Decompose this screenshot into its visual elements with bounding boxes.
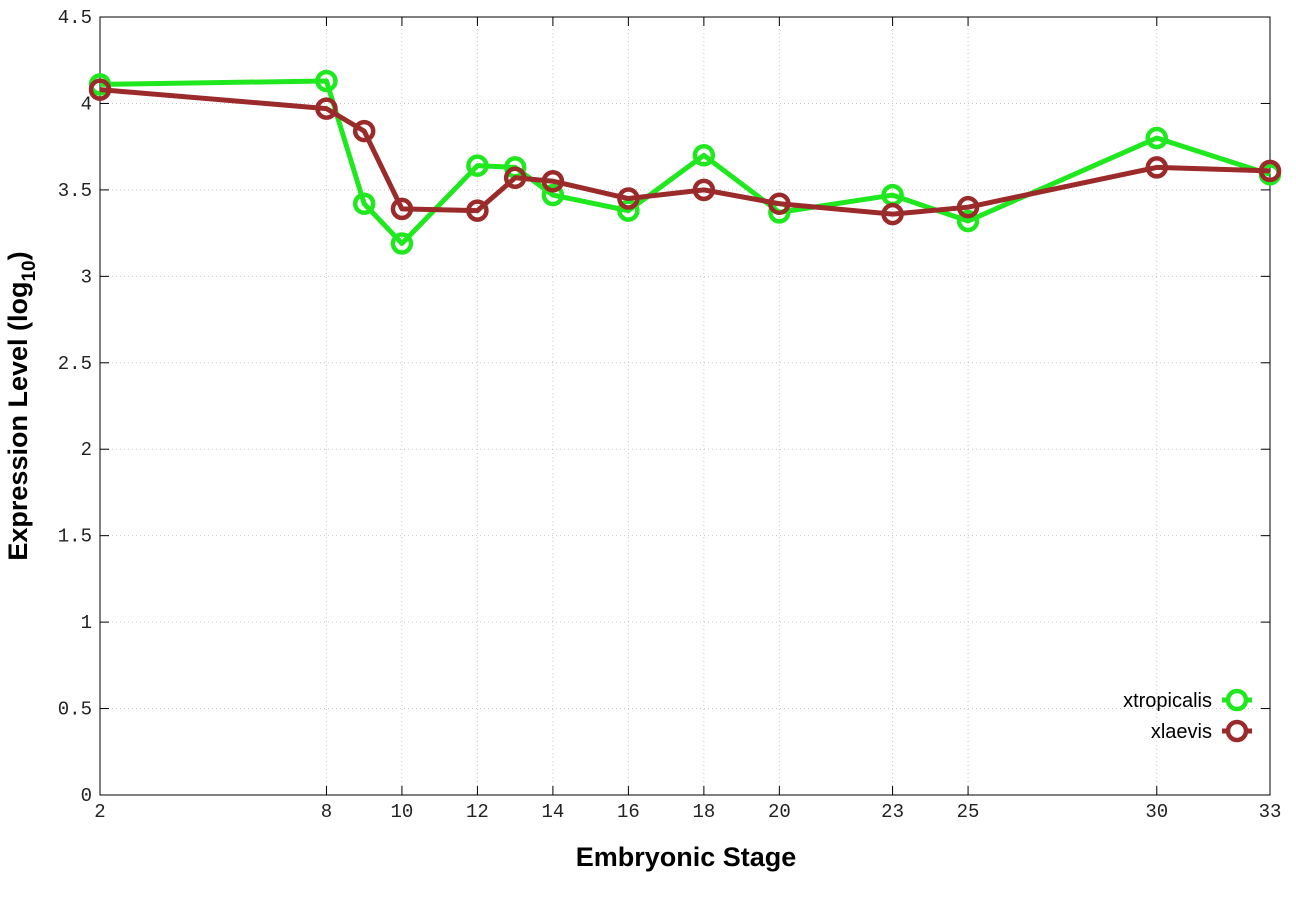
data-point: [466, 154, 489, 177]
data-point: [352, 192, 376, 215]
x-tick-label: 18: [692, 801, 715, 823]
y-tick-label: 4.5: [58, 7, 92, 29]
data-point: [1258, 159, 1282, 183]
x-tick-label: 30: [1145, 801, 1168, 823]
y-axis-title-subscript: 10: [19, 260, 40, 281]
data-point: [315, 97, 338, 120]
y-tick-label: 1.5: [58, 526, 92, 548]
y-tick-label: 2: [81, 439, 92, 461]
legend-label: xtropicalis: [1123, 690, 1212, 712]
x-tick-label: 23: [881, 801, 904, 823]
x-tick-label: 12: [466, 801, 489, 823]
data-point: [541, 169, 565, 193]
x-tick-label: 2: [94, 801, 105, 823]
x-tick-label: 16: [617, 801, 640, 823]
legend-swatch-marker: [1225, 688, 1249, 712]
y-axis-title: Expression Level (log10): [3, 251, 40, 560]
data-point: [617, 199, 640, 222]
data-point: [1145, 126, 1169, 150]
data-point: [541, 183, 565, 207]
data-point: [466, 199, 489, 222]
x-tick-label: 20: [768, 801, 791, 823]
x-tick-label: 33: [1259, 801, 1282, 823]
y-tick-label: 3: [81, 266, 92, 288]
legend-swatch-marker: [1225, 719, 1249, 743]
y-tick-label: 0.5: [58, 699, 92, 721]
y-tick-label: 1: [81, 612, 92, 634]
y-tick-label: 3.5: [58, 180, 92, 202]
data-point: [88, 78, 112, 101]
x-tick-label: 10: [391, 801, 414, 823]
data-point: [768, 192, 791, 215]
x-tick-label: 14: [541, 801, 564, 823]
data-point: [390, 197, 414, 221]
x-axis-title: Embryonic Stage: [576, 842, 797, 872]
x-tick-label: 25: [957, 801, 980, 823]
data-point: [956, 195, 980, 219]
x-tick-label: 8: [321, 801, 332, 823]
legend-label: xlaevis: [1151, 721, 1212, 743]
y-tick-label: 4: [81, 93, 92, 115]
y-tick-label: 2.5: [58, 353, 92, 375]
data-point: [503, 166, 527, 190]
series-line: [99, 87, 1271, 217]
data-point: [1145, 156, 1169, 179]
data-point: [881, 202, 904, 226]
plot-frame: [99, 16, 1271, 796]
data-point: [390, 232, 414, 255]
y-tick-label: 0: [81, 785, 92, 807]
y-axis-title-text: Expression Level (log: [3, 282, 33, 561]
data-point: [617, 187, 640, 210]
data-point: [352, 119, 376, 143]
data-point: [956, 209, 980, 233]
data-point: [315, 69, 338, 93]
data-point: [692, 144, 716, 167]
data-point: [692, 178, 716, 202]
y-axis-title-suffix: ): [3, 251, 33, 260]
